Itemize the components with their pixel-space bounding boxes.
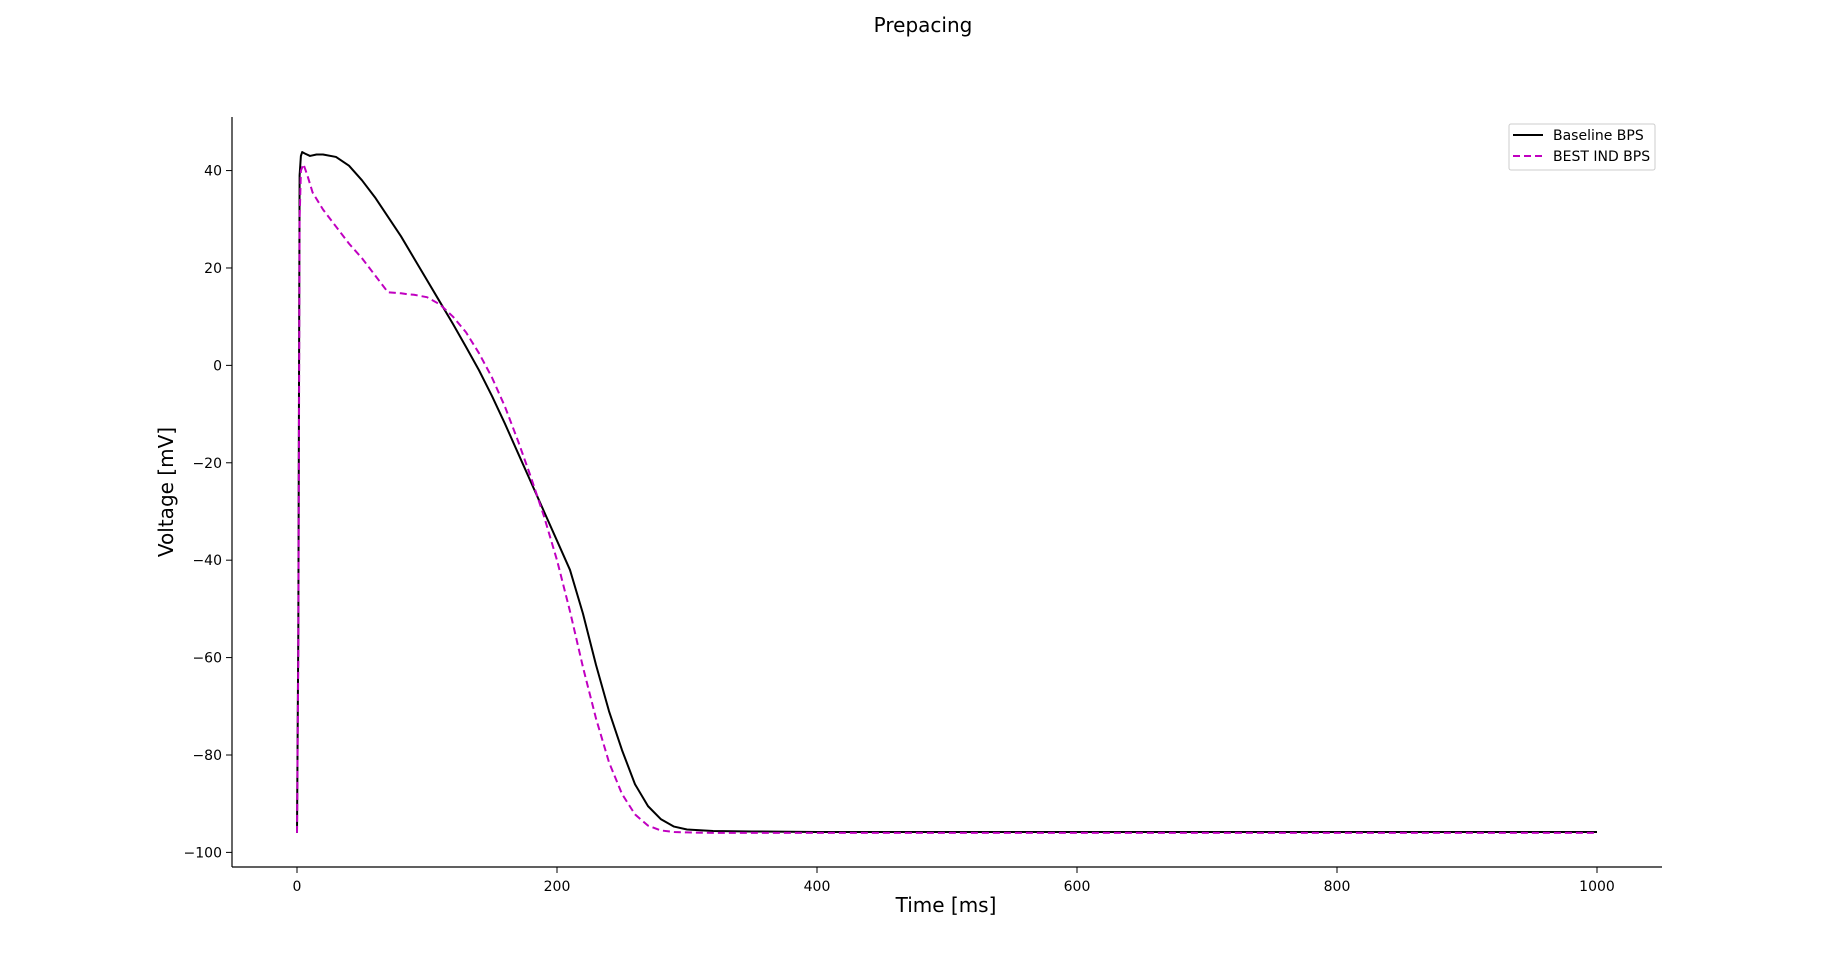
x-tick-label: 400 <box>804 879 831 895</box>
plot-lines <box>296 151 1597 834</box>
y-axis-label: Voltage [mV] <box>154 427 178 557</box>
series-line-baseline-bps <box>296 151 1597 833</box>
x-tick-label: 1000 <box>1579 879 1615 895</box>
y-tick-label: −20 <box>192 456 222 472</box>
y-tick-label: −100 <box>184 845 222 861</box>
legend: Baseline BPS BEST IND BPS <box>1508 123 1656 171</box>
y-tick-label: −80 <box>192 748 222 764</box>
x-ticks: 0 200 400 600 800 1000 <box>293 867 1615 895</box>
legend-label-best-ind: BEST IND BPS <box>1553 149 1650 165</box>
y-tick-label: −60 <box>192 651 222 667</box>
series-line-best-ind-bps <box>296 163 1597 834</box>
x-tick-label: 800 <box>1324 879 1351 895</box>
axes <box>231 117 1662 868</box>
y-tick-label: 40 <box>204 164 222 180</box>
x-axis-label: Time [ms] <box>895 893 997 917</box>
chart-title: Prepacing <box>874 13 973 37</box>
x-tick-label: 0 <box>293 879 302 895</box>
y-tick-label: 0 <box>213 358 222 374</box>
legend-label-baseline: Baseline BPS <box>1553 128 1644 144</box>
legend-box <box>1508 123 1656 171</box>
y-ticks: −100 −80 −60 −40 −20 0 20 40 <box>184 164 232 861</box>
x-tick-label: 600 <box>1064 879 1091 895</box>
y-tick-label: −40 <box>192 553 222 569</box>
x-tick-label: 200 <box>544 879 571 895</box>
y-tick-label: 20 <box>204 261 222 277</box>
